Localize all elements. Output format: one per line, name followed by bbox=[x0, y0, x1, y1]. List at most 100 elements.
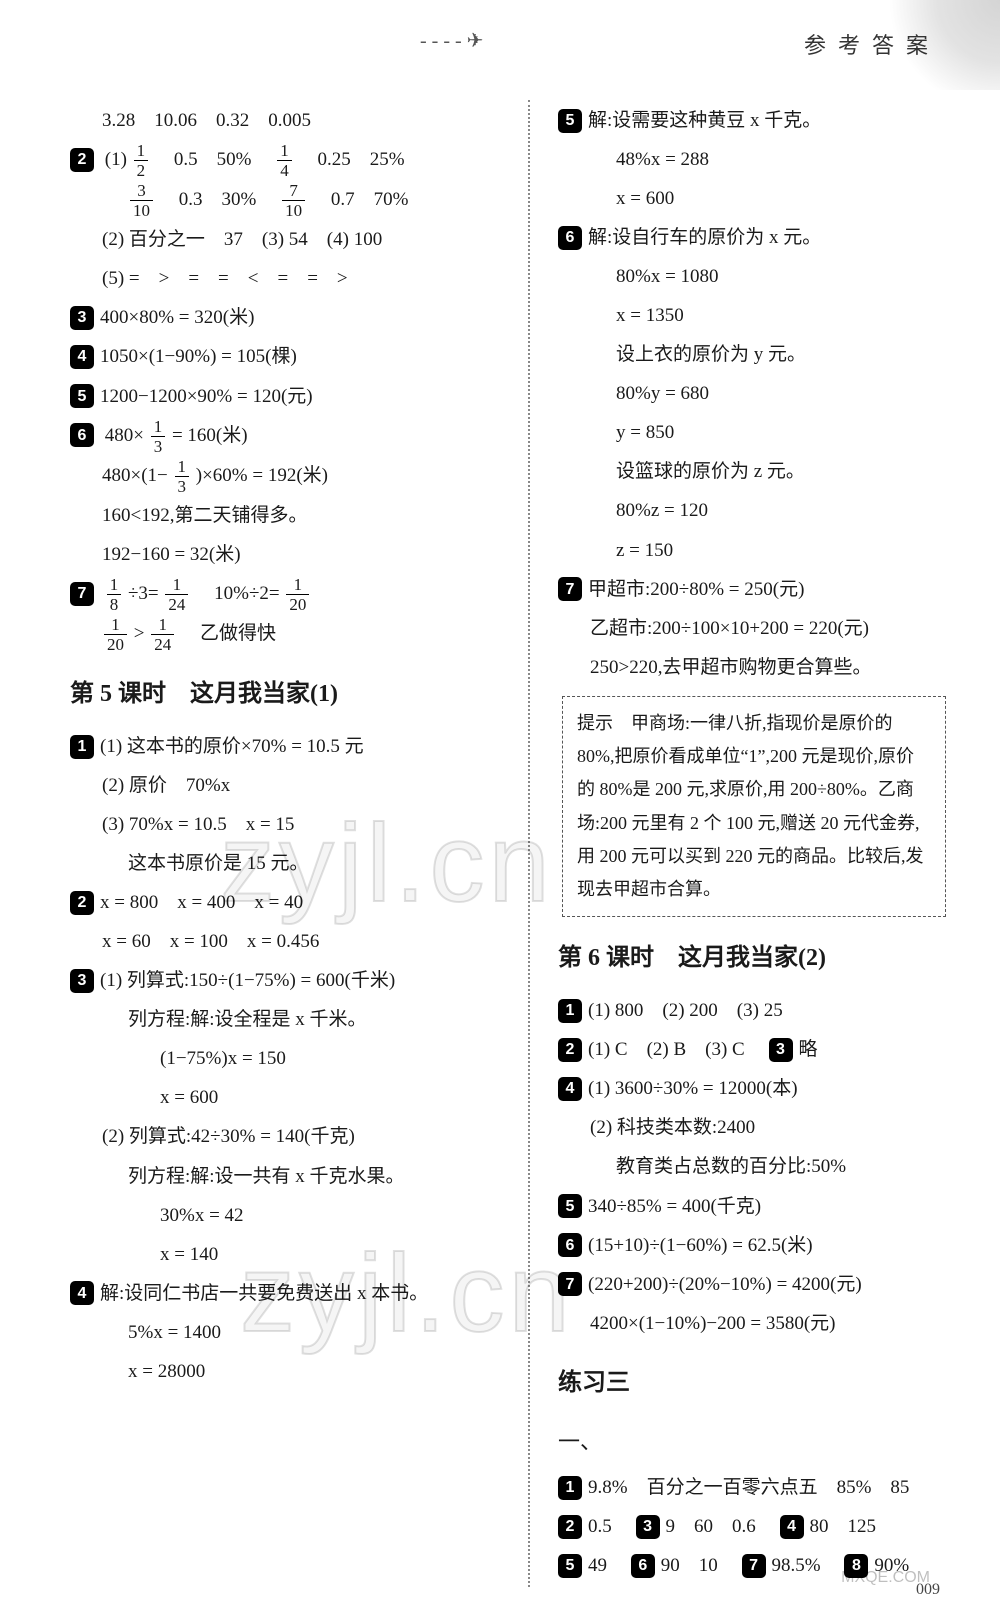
fraction: 120 bbox=[104, 616, 127, 653]
badge-1: 1 bbox=[558, 999, 582, 1023]
fraction: 12 bbox=[134, 142, 149, 179]
two-column-layout: 3.28 10.06 0.32 0.005 2 (1) 12 0.5 50% 1… bbox=[70, 100, 950, 1587]
badge-6: 6 bbox=[631, 1554, 655, 1578]
r-q7-l2: 乙超市:200÷100×10+200 = 220(元) bbox=[558, 610, 950, 647]
text: 80 125 bbox=[810, 1516, 877, 1537]
text: 9.8% 百分之一百零六点五 85% 85 bbox=[588, 1477, 909, 1498]
text: 0.3 30% bbox=[160, 189, 276, 210]
q6-l1: 6 480× 13 = 160(米) bbox=[70, 417, 500, 455]
text: 解:设自行车的原价为 x 元。 bbox=[588, 227, 821, 248]
fraction: 18 bbox=[107, 576, 122, 613]
badge-2: 2 bbox=[558, 1038, 582, 1062]
q6-l2: 480×(1− 13 )×60% = 192(米) bbox=[70, 457, 500, 495]
q6-l4: 192−160 = 32(米) bbox=[70, 536, 500, 573]
left-column: 3.28 10.06 0.32 0.005 2 (1) 12 0.5 50% 1… bbox=[70, 100, 500, 1587]
s5-q4-l2: 5%x = 1400 bbox=[70, 1314, 500, 1351]
q6-l3: 160<192,第二天铺得多。 bbox=[70, 497, 500, 534]
s5-q1-p2: (2) 原价 70%x bbox=[70, 767, 500, 804]
q7-l2: 120 > 124 乙做得快 bbox=[70, 615, 500, 653]
ex3-q1: 1 9.8% 百分之一百零六点五 85% 85 bbox=[558, 1469, 950, 1506]
fraction: 13 bbox=[175, 458, 190, 495]
r-q6-l3: x = 1350 bbox=[558, 297, 950, 334]
s5-q3-p2a: (2) 列算式:42÷30% = 140(千克) bbox=[70, 1118, 500, 1155]
text: = 160(米) bbox=[172, 425, 248, 446]
text: (1) 800 (2) 200 (3) 25 bbox=[588, 1000, 783, 1021]
s5-q3-p1b: 列方程:解:设全程是 x 千米。 bbox=[70, 1001, 500, 1038]
hint-box: 提示 甲商场:一律八折,指现价是原价的 80%,把原价看成单位“1”,200 元… bbox=[562, 696, 946, 918]
text: 解:设同仁书店一共要免费送出 x 本书。 bbox=[100, 1283, 428, 1304]
badge-7: 7 bbox=[558, 577, 582, 601]
text: 480× bbox=[105, 425, 144, 446]
badge-1: 1 bbox=[558, 1476, 582, 1500]
badge-2: 2 bbox=[558, 1515, 582, 1539]
column-divider bbox=[528, 100, 530, 1587]
r-q6-l2: 80%x = 1080 bbox=[558, 258, 950, 295]
s6-q7-l2: 4200×(1−10%)−200 = 3580(元) bbox=[558, 1305, 950, 1342]
text: 1050×(1−90%) = 105(棵) bbox=[100, 346, 297, 367]
badge-4: 4 bbox=[70, 1281, 94, 1305]
s5-q2-l2: x = 60 x = 100 x = 0.456 bbox=[70, 923, 500, 960]
q4: 41050×(1−90%) = 105(棵) bbox=[70, 338, 500, 375]
text: 480×(1− bbox=[102, 465, 168, 486]
badge-7: 7 bbox=[742, 1554, 766, 1578]
text: 甲超市:200÷80% = 250(元) bbox=[588, 579, 804, 600]
right-column: 5 解:设需要这种黄豆 x 千克。 48%x = 288 x = 600 6 解:设… bbox=[558, 100, 950, 1587]
text: 乙做得快 bbox=[181, 623, 276, 644]
r-q5-l2: 48%x = 288 bbox=[558, 141, 950, 178]
s5-q3-p1c: (1−75%)x = 150 bbox=[70, 1040, 500, 1077]
q2-p2: (2) 百分之一 37 (3) 54 (4) 100 bbox=[70, 221, 500, 258]
s5-q4-l1: 4 解:设同仁书店一共要免费送出 x 本书。 bbox=[70, 1275, 500, 1312]
s5-q3-p2c: 30%x = 42 bbox=[70, 1197, 500, 1234]
s5-q1-p3a: (3) 70%x = 10.5 x = 15 bbox=[70, 806, 500, 843]
s6-q1: 1 (1) 800 (2) 200 (3) 25 bbox=[558, 992, 950, 1029]
badge-5: 5 bbox=[70, 384, 94, 408]
r-q6-l1: 6 解:设自行车的原价为 x 元。 bbox=[558, 219, 950, 256]
badge-5: 5 bbox=[558, 1554, 582, 1578]
badge-1: 1 bbox=[70, 735, 94, 759]
text: 解:设需要这种黄豆 x 千克。 bbox=[588, 110, 821, 131]
s5-q4-l3: x = 28000 bbox=[70, 1353, 500, 1390]
text: 9 60 0.6 bbox=[666, 1516, 756, 1537]
r-q6-l6: y = 850 bbox=[558, 414, 950, 451]
badge-6: 6 bbox=[70, 423, 94, 447]
s5-q3-p2d: x = 140 bbox=[70, 1236, 500, 1273]
r-q6-l4: 设上衣的原价为 y 元。 bbox=[558, 336, 950, 373]
r-q5-l3: x = 600 bbox=[558, 180, 950, 217]
r-q5-l1: 5 解:设需要这种黄豆 x 千克。 bbox=[558, 102, 950, 139]
r-q7-l3: 250>220,去甲超市购物更合算些。 bbox=[558, 649, 950, 686]
q2-line: 2 (1) 12 0.5 50% 14 0.25 25% bbox=[70, 141, 500, 179]
badge-6: 6 bbox=[558, 226, 582, 250]
text: 0.5 bbox=[588, 1516, 612, 1537]
text: 98.5% bbox=[772, 1555, 821, 1576]
plane-icon: - - - - ✈ bbox=[420, 28, 483, 53]
badge-3: 3 bbox=[70, 969, 94, 993]
text: 0.7 70% bbox=[312, 189, 409, 210]
badge-2: 2 bbox=[70, 148, 94, 172]
badge-5: 5 bbox=[558, 109, 582, 133]
badge-7: 7 bbox=[558, 1272, 582, 1296]
text: 0.5 50% bbox=[155, 149, 271, 170]
text: (15+10)÷(1−60%) = 62.5(米) bbox=[588, 1235, 813, 1256]
badge-4: 4 bbox=[558, 1077, 582, 1101]
s6-q4-p3: 教育类占总数的百分比:50% bbox=[558, 1148, 950, 1185]
text: 90 10 bbox=[661, 1555, 718, 1576]
s5-q3-p1d: x = 600 bbox=[70, 1079, 500, 1116]
fraction: 124 bbox=[151, 616, 174, 653]
s5-q2-l1: 2x = 800 x = 400 x = 40 bbox=[70, 884, 500, 921]
text: (1) 3600÷30% = 12000(本) bbox=[588, 1078, 798, 1099]
s5-q1-p1: 1(1) 这本书的原价×70% = 10.5 元 bbox=[70, 728, 500, 765]
s6-q7-l1: 7(220+200)÷(20%−10%) = 4200(元) bbox=[558, 1266, 950, 1303]
airplane-icon: ✈ bbox=[467, 30, 484, 52]
fraction: 124 bbox=[165, 576, 188, 613]
s5-q1-p3b: 这本书原价是 15 元。 bbox=[70, 845, 500, 882]
text: 略 bbox=[799, 1039, 818, 1060]
text: (1) 列算式:150÷(1−75%) = 600(千米) bbox=[100, 970, 395, 991]
s6-q4-p2: (2) 科技类本数:2400 bbox=[558, 1109, 950, 1146]
badge-6: 6 bbox=[558, 1233, 582, 1257]
fraction: 13 bbox=[151, 418, 166, 455]
exercise-3-title: 练习三 bbox=[558, 1360, 950, 1407]
text: 340÷85% = 400(千克) bbox=[588, 1196, 761, 1217]
badge-3: 3 bbox=[636, 1515, 660, 1539]
page: 参考答案 - - - - ✈ 3.28 10.06 0.32 0.005 2 (… bbox=[0, 0, 1000, 1617]
s5-q3-p2b: 列方程:解:设一共有 x 千克水果。 bbox=[70, 1158, 500, 1195]
